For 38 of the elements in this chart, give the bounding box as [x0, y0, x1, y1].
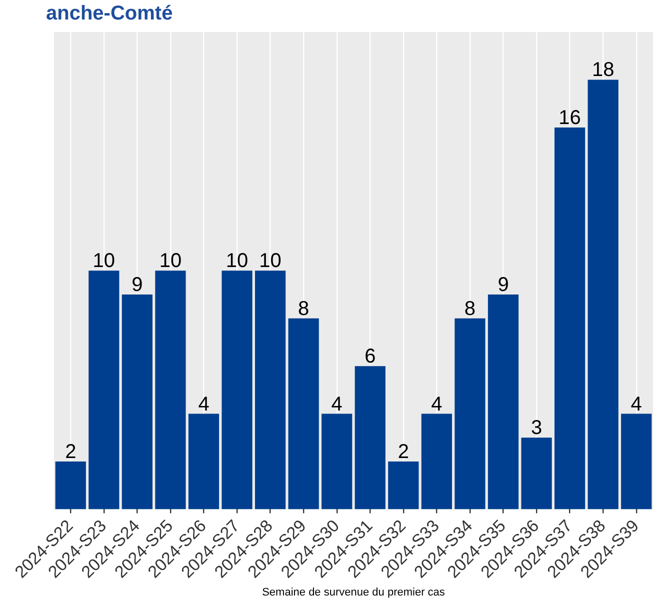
bar [388, 462, 419, 510]
data-label: 16 [558, 106, 581, 129]
bar [55, 462, 86, 510]
bar [588, 80, 618, 510]
bar [521, 438, 552, 510]
data-label: 10 [226, 250, 248, 272]
data-label: 10 [92, 250, 116, 272]
chart-title: anche-Comté [46, 2, 173, 25]
bar [288, 318, 319, 510]
data-label: 10 [259, 250, 282, 272]
data-label: 8 [298, 298, 310, 320]
data-label: 3 [530, 417, 542, 440]
data-label: 4 [331, 393, 342, 416]
bar [155, 270, 186, 510]
bar [322, 414, 352, 510]
data-label: 4 [198, 393, 210, 416]
data-label: 6 [364, 346, 376, 368]
data-label: 10 [159, 250, 182, 272]
bar [454, 318, 486, 510]
data-label: 18 [592, 59, 614, 82]
bar [188, 414, 220, 510]
bar [488, 294, 519, 510]
bar [554, 127, 586, 510]
data-label: 9 [132, 274, 143, 296]
bar [354, 366, 386, 510]
data-label: 2 [398, 441, 409, 464]
data-label: 4 [431, 393, 442, 416]
data-label: 2 [65, 441, 76, 464]
bar [421, 414, 452, 510]
data-label: 9 [498, 274, 509, 296]
bar [122, 294, 152, 510]
data-label: 8 [464, 298, 476, 320]
x-axis-title: Semaine de survenue du premier cas [262, 586, 446, 598]
bar [222, 270, 252, 510]
data-label: 4 [630, 393, 642, 416]
bar [88, 270, 120, 510]
bar [621, 414, 652, 510]
bar [255, 270, 286, 510]
